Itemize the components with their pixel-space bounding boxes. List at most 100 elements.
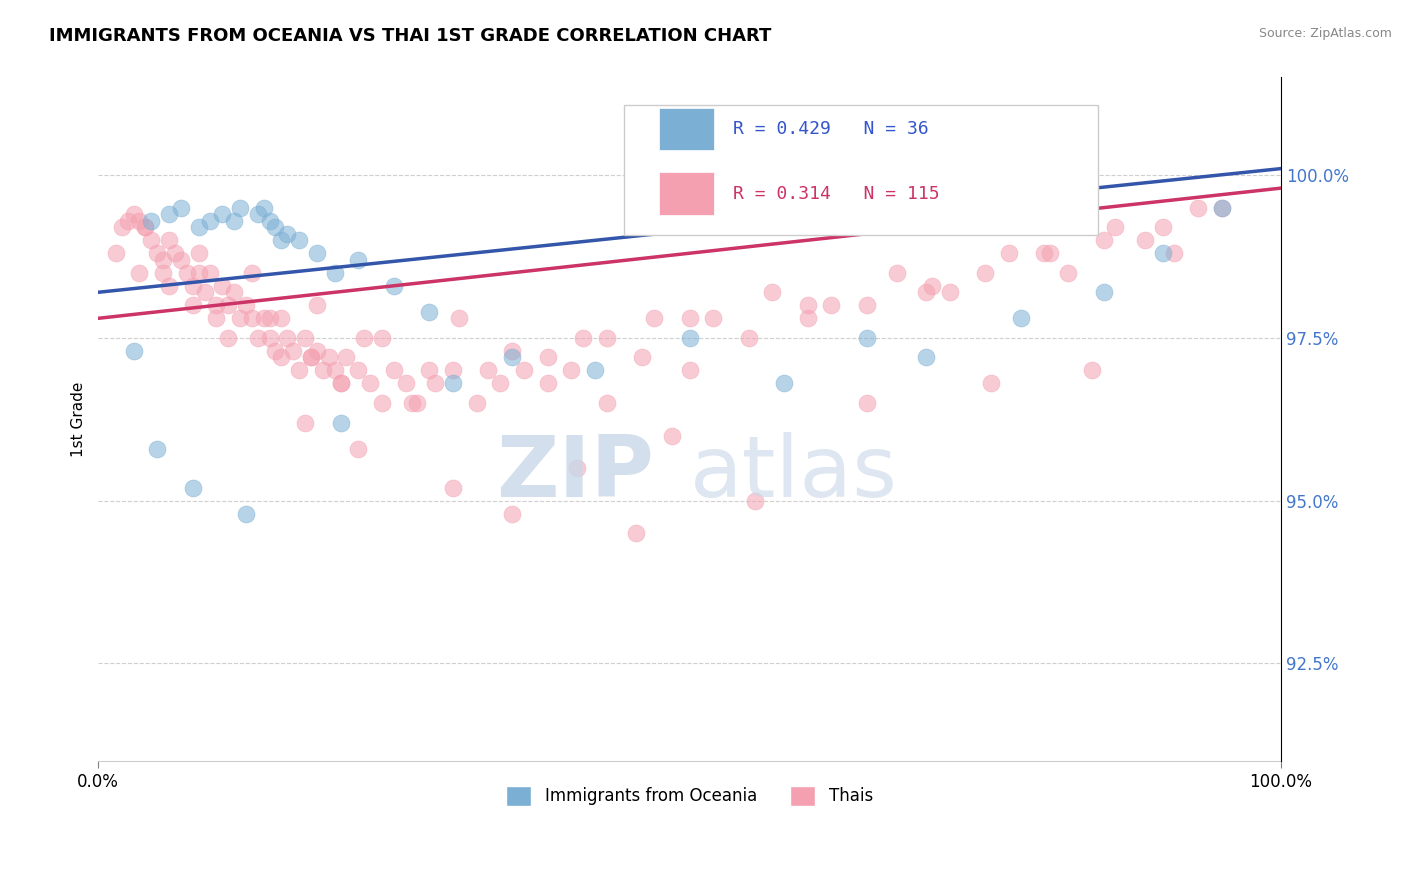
Point — [246, 207, 269, 221]
Point — [565, 461, 588, 475]
Point — [294, 331, 316, 345]
Point — [418, 305, 440, 319]
Point — [418, 363, 440, 377]
Point — [643, 311, 665, 326]
Point — [1080, 363, 1102, 377]
Point — [170, 201, 193, 215]
Point — [259, 331, 281, 345]
Point — [246, 331, 269, 345]
Point — [1152, 246, 1174, 260]
Point — [270, 311, 292, 326]
Point — [299, 351, 322, 365]
Point — [998, 246, 1021, 260]
Point — [371, 331, 394, 345]
Point — [200, 213, 222, 227]
Point — [318, 351, 340, 365]
FancyBboxPatch shape — [659, 108, 714, 150]
Point — [886, 266, 908, 280]
Point — [217, 331, 239, 345]
Point — [305, 298, 328, 312]
Point — [661, 428, 683, 442]
Point — [761, 285, 783, 300]
Point — [276, 331, 298, 345]
Point — [187, 220, 209, 235]
Point — [382, 278, 405, 293]
Point — [1092, 233, 1115, 247]
Point — [134, 220, 156, 235]
Point — [217, 298, 239, 312]
Point — [157, 233, 180, 247]
Point — [187, 246, 209, 260]
Point — [425, 376, 447, 391]
Point — [856, 298, 879, 312]
Point — [176, 266, 198, 280]
Point — [347, 252, 370, 267]
Point — [170, 252, 193, 267]
Point — [820, 298, 842, 312]
Point — [572, 331, 595, 345]
Y-axis label: 1st Grade: 1st Grade — [72, 382, 86, 457]
Point — [157, 207, 180, 221]
Point — [193, 285, 215, 300]
Point — [1152, 220, 1174, 235]
Point — [181, 278, 204, 293]
Point — [678, 331, 700, 345]
Point — [1092, 285, 1115, 300]
Point — [141, 213, 163, 227]
Point — [200, 266, 222, 280]
Point — [146, 442, 169, 456]
Point — [501, 343, 523, 358]
Point — [294, 416, 316, 430]
Point — [1133, 233, 1156, 247]
Point — [211, 278, 233, 293]
Point — [128, 213, 150, 227]
Point — [329, 376, 352, 391]
Point — [921, 278, 943, 293]
Point — [181, 298, 204, 312]
Point — [323, 266, 346, 280]
Point — [441, 376, 464, 391]
Point — [447, 311, 470, 326]
Point — [222, 213, 245, 227]
Legend: Immigrants from Oceania, Thais: Immigrants from Oceania, Thais — [498, 777, 882, 814]
Point — [235, 507, 257, 521]
Point — [152, 266, 174, 280]
Point — [253, 311, 276, 326]
Point — [259, 213, 281, 227]
Point — [134, 220, 156, 235]
Point — [626, 526, 648, 541]
Point — [583, 363, 606, 377]
Point — [915, 285, 938, 300]
Point — [157, 278, 180, 293]
Point — [353, 331, 375, 345]
Point — [536, 351, 558, 365]
Point — [938, 285, 960, 300]
Text: IMMIGRANTS FROM OCEANIA VS THAI 1ST GRADE CORRELATION CHART: IMMIGRANTS FROM OCEANIA VS THAI 1ST GRAD… — [49, 27, 772, 45]
Point — [401, 396, 423, 410]
Point — [104, 246, 127, 260]
Point — [211, 207, 233, 221]
Point — [187, 266, 209, 280]
Point — [513, 363, 536, 377]
FancyBboxPatch shape — [624, 104, 1098, 235]
Point — [347, 442, 370, 456]
Point — [856, 331, 879, 345]
Point — [489, 376, 512, 391]
Point — [235, 298, 257, 312]
Point — [744, 493, 766, 508]
Point — [270, 351, 292, 365]
Text: R = 0.429   N = 36: R = 0.429 N = 36 — [734, 120, 929, 137]
Point — [323, 363, 346, 377]
Point — [359, 376, 381, 391]
Point — [1057, 266, 1080, 280]
Point — [1010, 311, 1032, 326]
Point — [305, 343, 328, 358]
Point — [441, 481, 464, 495]
FancyBboxPatch shape — [659, 172, 714, 215]
Point — [915, 351, 938, 365]
Point — [596, 331, 619, 345]
Point — [299, 351, 322, 365]
Point — [560, 363, 582, 377]
Point — [288, 233, 311, 247]
Point — [1163, 246, 1185, 260]
